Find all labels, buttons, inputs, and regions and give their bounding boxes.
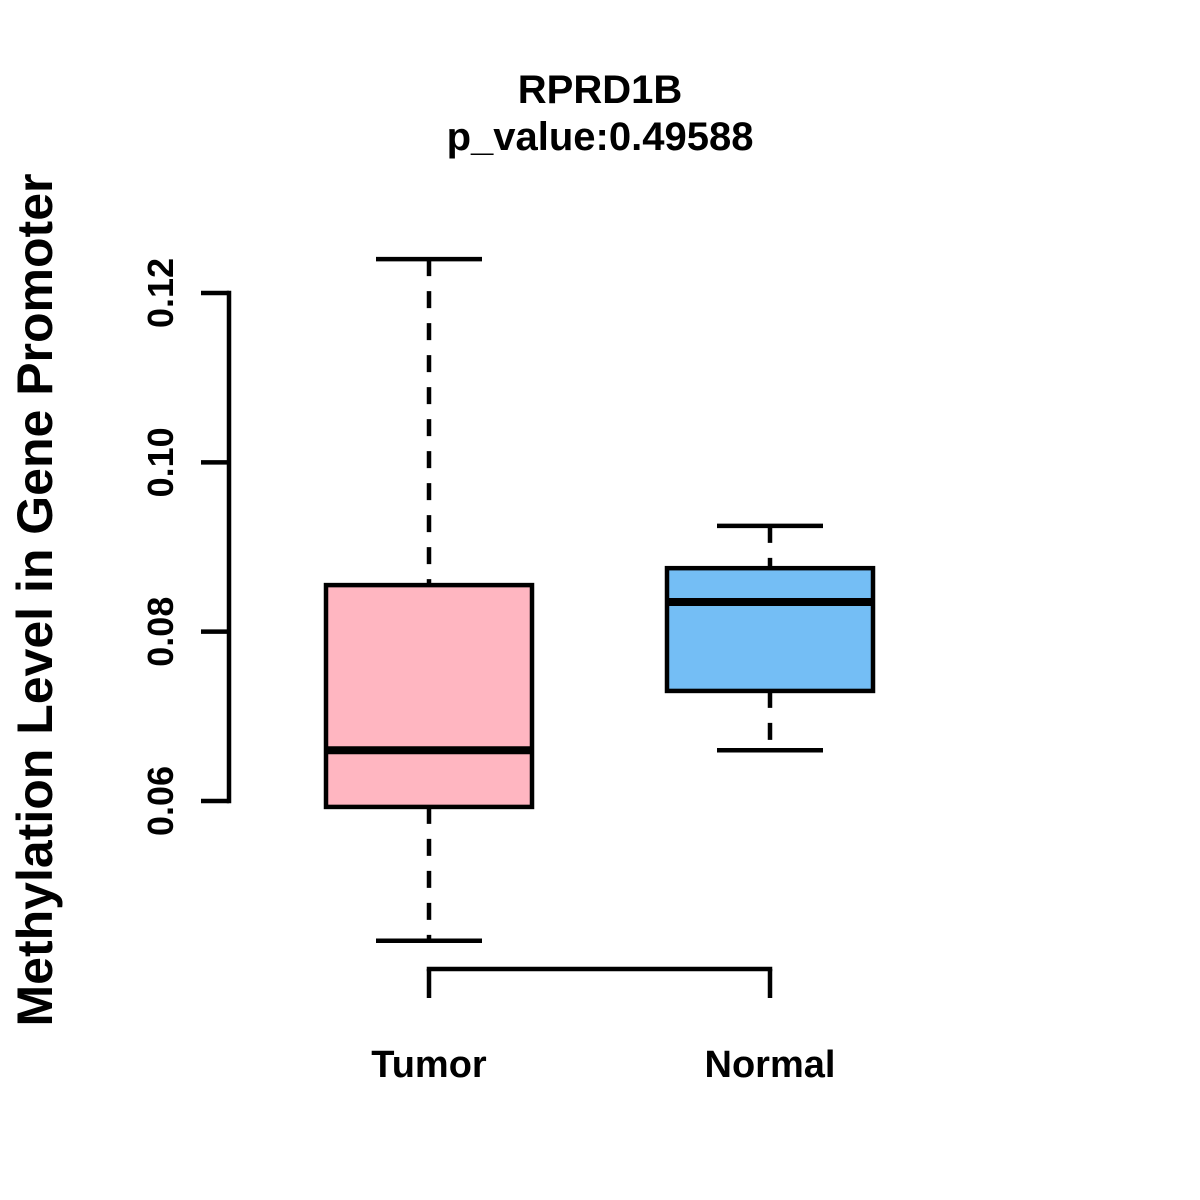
x-category-label-normal: Normal — [705, 1044, 836, 1086]
y-axis-tick-label: 0.10 — [140, 427, 181, 497]
chart-title: RPRD1B — [517, 68, 683, 112]
y-axis-tick-label: 0.06 — [140, 766, 181, 836]
box-normal — [664, 565, 876, 694]
chart-subtitle: p_value:0.49588 — [446, 115, 754, 159]
box-tumor — [323, 582, 535, 810]
y-axis-tick-label: 0.08 — [140, 597, 181, 667]
x-category-label-tumor: Tumor — [371, 1044, 487, 1086]
y-axis-tick-label: 0.12 — [140, 258, 181, 328]
